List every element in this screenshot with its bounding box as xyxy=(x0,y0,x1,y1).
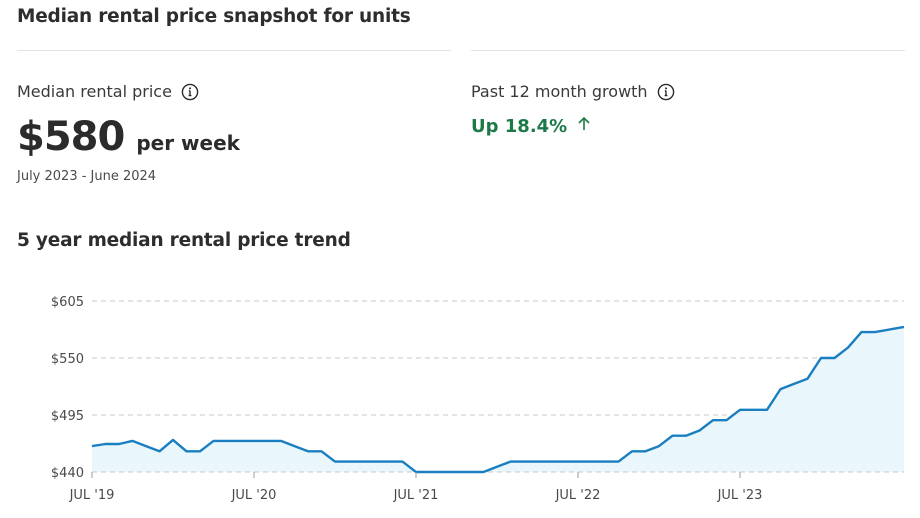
x-tick-label: JUL '21 xyxy=(393,488,439,503)
info-icon[interactable] xyxy=(657,83,675,101)
median-unit: per week xyxy=(136,131,240,155)
x-tick-label: JUL '19 xyxy=(69,488,115,503)
median-period: July 2023 - June 2024 xyxy=(17,169,157,184)
growth-label: Past 12 month growth xyxy=(471,82,675,101)
y-tick-label: $605 xyxy=(51,295,84,310)
median-value-row: $580 per week xyxy=(17,114,240,160)
divider-right xyxy=(471,50,905,51)
median-rental-price-label: Median rental price xyxy=(17,82,199,101)
growth-label-text: Past 12 month growth xyxy=(471,82,648,101)
arrow-up-icon xyxy=(577,116,591,137)
growth-value-row: Up 18.4% xyxy=(471,116,591,137)
trend-chart: $605 $550 $495 $440 JUL '19 JUL '20 JUL '21 JUL… xyxy=(51,295,905,503)
page-title: Median rental price snapshot for units xyxy=(17,6,411,27)
trend-title: 5 year median rental price trend xyxy=(17,230,351,251)
series-area xyxy=(92,326,904,472)
x-tick-label: JUL '23 xyxy=(717,488,763,503)
y-tick-label: $495 xyxy=(51,409,84,424)
median-label-text: Median rental price xyxy=(17,82,172,101)
info-icon[interactable] xyxy=(181,83,199,101)
y-tick-label: $440 xyxy=(51,466,84,481)
growth-value: Up 18.4% xyxy=(471,116,568,137)
divider-left xyxy=(17,50,451,51)
median-value: $580 xyxy=(17,114,125,160)
x-tick-label: JUL '20 xyxy=(231,488,277,503)
y-tick-label: $550 xyxy=(51,352,84,367)
x-tick-label: JUL '22 xyxy=(555,488,601,503)
series-line xyxy=(91,325,905,474)
